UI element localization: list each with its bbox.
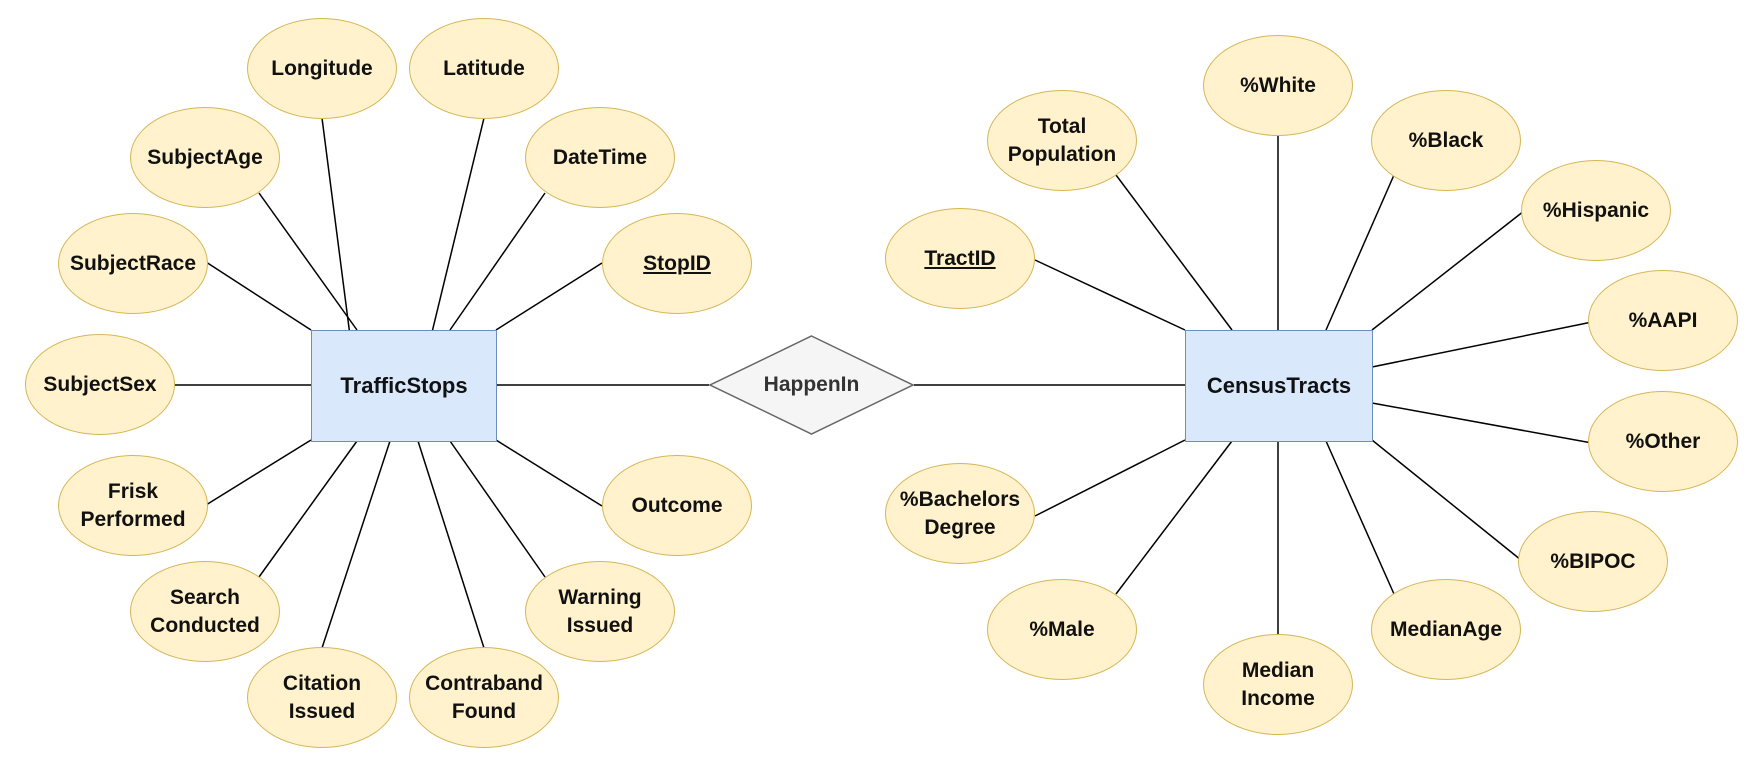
diamond-shape bbox=[709, 335, 914, 435]
attribute-label: Outcome bbox=[631, 493, 723, 517]
connector bbox=[1371, 321, 1593, 368]
attribute-pct-bipoc[interactable]: %BIPOC bbox=[1518, 511, 1668, 612]
connector bbox=[1325, 440, 1395, 595]
attribute-tractid[interactable]: TractID bbox=[885, 208, 1035, 309]
relationship-happenin[interactable]: HappenIn bbox=[709, 335, 914, 435]
connector bbox=[1371, 402, 1593, 444]
attribute-outcome[interactable]: Outcome bbox=[602, 455, 752, 556]
connector bbox=[1371, 439, 1522, 561]
attribute-contrabandfound[interactable]: Contraband Found bbox=[409, 647, 559, 748]
attribute-label: DateTime bbox=[552, 145, 648, 169]
attribute-pct-hispanic[interactable]: %Hispanic bbox=[1521, 160, 1671, 261]
attribute-label: Latitude bbox=[443, 56, 525, 80]
attribute-label: StopID bbox=[643, 251, 711, 275]
attribute-label: Frisk Performed bbox=[80, 479, 186, 531]
attribute-label: Contraband Found bbox=[425, 671, 543, 723]
attribute-pct-white[interactable]: %White bbox=[1203, 35, 1353, 136]
attribute-pct-aapi[interactable]: %AAPI bbox=[1588, 270, 1738, 371]
attribute-label: Citation Issued bbox=[282, 671, 362, 723]
connector bbox=[449, 192, 546, 331]
attribute-label: %Hispanic bbox=[1542, 198, 1650, 222]
connector bbox=[495, 262, 603, 331]
entity-label: TrafficStops bbox=[340, 373, 468, 398]
attribute-pct-black[interactable]: %Black bbox=[1371, 90, 1521, 191]
connector bbox=[321, 440, 391, 649]
attribute-label: %Black bbox=[1408, 128, 1484, 152]
connector bbox=[205, 439, 312, 506]
attribute-label: %AAPI bbox=[1628, 308, 1698, 332]
connector bbox=[417, 440, 485, 649]
connector bbox=[449, 440, 546, 578]
attribute-friskperformed[interactable]: Frisk Performed bbox=[58, 455, 208, 556]
attribute-label: SubjectSex bbox=[43, 372, 157, 396]
attribute-subjectsex[interactable]: SubjectSex bbox=[25, 334, 175, 435]
attribute-label: Median Income bbox=[1241, 658, 1315, 710]
attribute-latitude[interactable]: Latitude bbox=[409, 18, 559, 119]
attribute-longitude[interactable]: Longitude bbox=[247, 18, 397, 119]
attribute-medianage[interactable]: MedianAge bbox=[1371, 579, 1521, 680]
attribute-label: TractID bbox=[924, 246, 996, 270]
attribute-label: MedianAge bbox=[1389, 617, 1502, 641]
attribute-pct-male[interactable]: %Male bbox=[987, 579, 1137, 680]
entity-censustracts[interactable]: CensusTracts bbox=[1185, 330, 1373, 442]
attribute-subjectrace[interactable]: SubjectRace bbox=[58, 213, 208, 314]
connector bbox=[1034, 439, 1186, 517]
connector bbox=[1115, 440, 1233, 595]
connector bbox=[1371, 210, 1525, 331]
attribute-label: SubjectRace bbox=[69, 251, 197, 275]
connector bbox=[1115, 174, 1233, 331]
attribute-citationissued[interactable]: Citation Issued bbox=[247, 647, 397, 748]
attribute-label: %White bbox=[1240, 73, 1316, 97]
attribute-label: %Other bbox=[1625, 429, 1701, 453]
attribute-stopid[interactable]: StopID bbox=[602, 213, 752, 314]
entity-label: CensusTracts bbox=[1206, 373, 1352, 398]
connector bbox=[495, 439, 603, 507]
attribute-medianincome[interactable]: Median Income bbox=[1203, 634, 1353, 735]
connector bbox=[258, 192, 358, 331]
connector bbox=[258, 440, 358, 578]
connector bbox=[205, 261, 312, 331]
attribute-label: Total Population bbox=[1007, 114, 1117, 166]
attribute-warningissued[interactable]: Warning Issued bbox=[525, 561, 675, 662]
attribute-label: %Male bbox=[1029, 617, 1095, 641]
attribute-subjectage[interactable]: SubjectAge bbox=[130, 107, 280, 208]
attribute-totalpopulation[interactable]: Total Population bbox=[987, 90, 1137, 191]
attribute-searchconducted[interactable]: Search Conducted bbox=[130, 561, 280, 662]
connector bbox=[1325, 174, 1395, 331]
attribute-label: %BIPOC bbox=[1550, 549, 1636, 573]
attribute-label: %Bachelors Degree bbox=[899, 487, 1021, 539]
attribute-label: Search Conducted bbox=[150, 585, 260, 637]
attribute-label: Longitude bbox=[271, 56, 373, 80]
attribute-pct-other[interactable]: %Other bbox=[1588, 391, 1738, 492]
entity-trafficstops[interactable]: TrafficStops bbox=[311, 330, 497, 442]
relationship-label: HappenIn bbox=[763, 373, 860, 396]
attribute-datetime[interactable]: DateTime bbox=[525, 107, 675, 208]
attribute-label: SubjectAge bbox=[147, 145, 263, 169]
attribute-label: Warning Issued bbox=[558, 585, 642, 637]
connector bbox=[1034, 259, 1186, 331]
attribute-pct-bachelorsdegree[interactable]: %Bachelors Degree bbox=[885, 463, 1035, 564]
